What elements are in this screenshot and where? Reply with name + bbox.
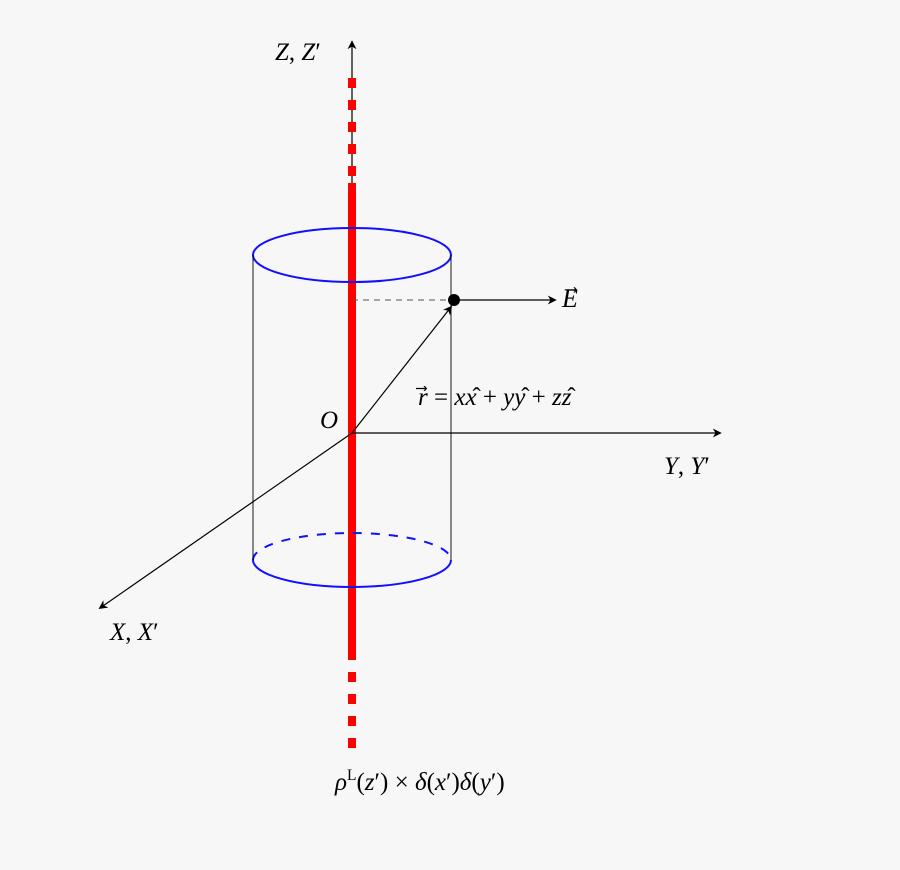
r-vector-label: r⃗ = xx̂ + yŷ + zẑ bbox=[416, 384, 576, 411]
rho-label: ρL(z′) × δ(x′)δ(y′) bbox=[334, 767, 505, 796]
axis-label: Z, Z′ bbox=[275, 39, 321, 66]
physics-diagram: Z, Z′ Y, Y′ X, X′ O E⃗ r⃗ = xx̂ + yŷ + zẑ ρL… bbox=[0, 0, 900, 870]
x-axis bbox=[100, 433, 352, 608]
r-vector bbox=[352, 307, 451, 433]
axis-label: Y, Y′ bbox=[664, 453, 710, 480]
svg-text:O: O bbox=[320, 407, 338, 434]
e-label: E⃗ bbox=[561, 284, 578, 313]
field-point bbox=[448, 294, 460, 306]
axis-label: X, X′ bbox=[109, 619, 159, 646]
